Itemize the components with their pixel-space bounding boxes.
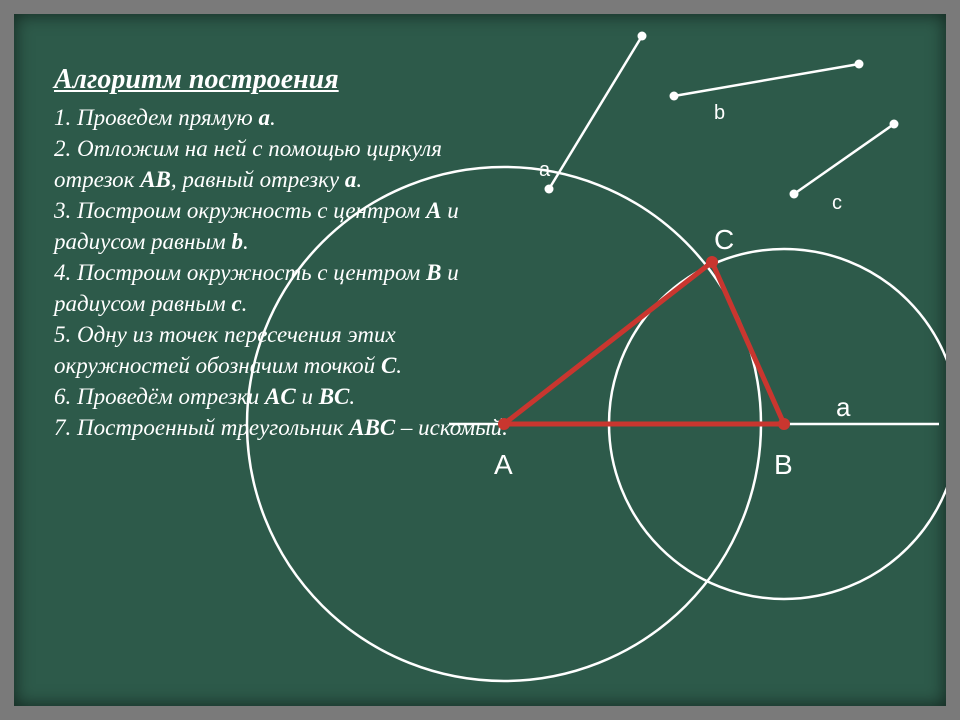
segment-c [794, 124, 894, 194]
segment-a-end1 [545, 185, 554, 194]
chalkboard: Алгоритм построения 1. Проведем прямую a… [14, 14, 946, 706]
side-AC [504, 262, 712, 424]
point-B [778, 418, 790, 430]
segment-c-label: c [832, 192, 842, 214]
chalkboard-frame: Алгоритм построения 1. Проведем прямую a… [0, 0, 960, 720]
segment-b-end1 [670, 92, 679, 101]
label-C: C [714, 224, 734, 255]
label-B: B [774, 449, 793, 480]
segment-c-end2 [890, 120, 899, 129]
segment-a-label: a [539, 159, 551, 181]
point-C [706, 256, 718, 268]
segment-b [674, 64, 859, 96]
label-line-a: a [836, 392, 851, 422]
segment-b-end2 [855, 60, 864, 69]
side-BC [712, 262, 784, 424]
segment-a-end2 [638, 32, 647, 41]
point-A [498, 418, 510, 430]
segment-c-end1 [790, 190, 799, 199]
construction-diagram: A B Ca a b c [14, 14, 946, 706]
segment-b-label: b [714, 102, 725, 124]
label-A: A [494, 449, 513, 480]
segment-a [549, 36, 642, 189]
